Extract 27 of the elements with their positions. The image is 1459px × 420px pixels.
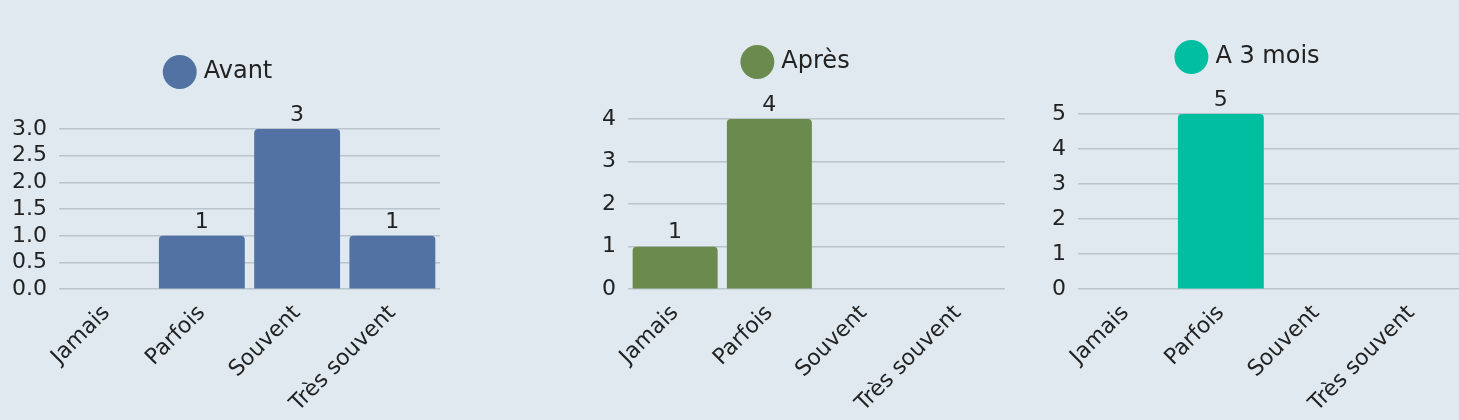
data-label: 1 [194,207,209,233]
y-tick-label: 1 [1052,239,1066,265]
y-tick-label: 3.0 [11,114,47,140]
data-label: 3 [290,100,305,126]
y-tick-label: 4 [602,104,616,130]
legend-label: A 3 mois [1215,41,1320,70]
legend-label: Après [781,46,850,75]
y-tick-label: 1.0 [11,221,47,247]
y-tick-label: 1.5 [11,194,47,220]
y-tick-label: 0.5 [11,248,47,274]
data-label: 5 [1213,85,1228,111]
y-tick-label: 3 [602,147,616,173]
y-tick-label: 2 [602,189,616,215]
y-tick-label: 0 [602,274,616,300]
data-label: 1 [668,218,683,244]
y-tick-label: 4 [1052,134,1066,160]
y-tick-label: 5 [1052,99,1066,125]
y-tick-label: 2.0 [11,168,47,194]
y-tick-label: 0 [1052,274,1066,300]
y-tick-label: 0.0 [11,274,47,300]
data-label: 4 [762,90,777,116]
data-label: 1 [385,207,400,233]
legend-label: Avant [203,56,273,85]
y-tick-label: 2 [1052,204,1066,230]
y-tick-label: 3 [1052,169,1066,195]
y-tick-label: 1 [602,232,616,258]
y-tick-label: 2.5 [11,141,47,167]
